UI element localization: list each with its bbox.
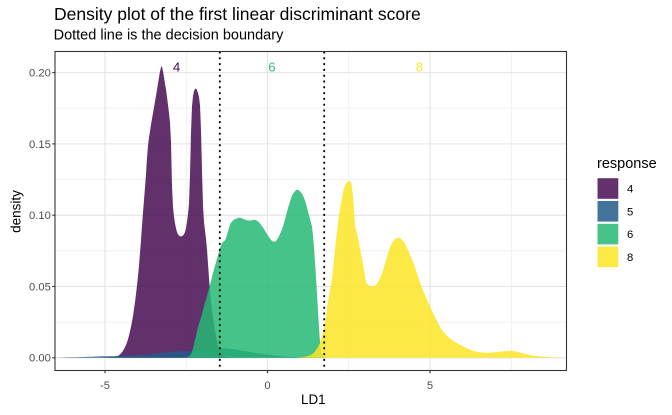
svg-text:4: 4 [173, 59, 180, 74]
svg-text:8: 8 [627, 252, 633, 264]
svg-text:0.15: 0.15 [29, 139, 51, 151]
svg-text:0.20: 0.20 [29, 68, 51, 80]
svg-text:0.05: 0.05 [29, 281, 51, 293]
svg-text:-5: -5 [100, 380, 110, 392]
svg-text:0.00: 0.00 [29, 353, 51, 365]
svg-text:response: response [597, 156, 657, 172]
svg-text:8: 8 [416, 59, 423, 74]
svg-text:0: 0 [264, 380, 270, 392]
svg-text:Dotted line is the decision bo: Dotted line is the decision boundary [54, 28, 284, 44]
svg-text:6: 6 [627, 229, 633, 241]
svg-text:LD1: LD1 [301, 392, 326, 407]
svg-text:5: 5 [427, 380, 433, 392]
svg-text:density: density [8, 190, 23, 233]
svg-text:5: 5 [627, 206, 633, 218]
svg-text:6: 6 [268, 59, 275, 74]
svg-text:Density plot of the first line: Density plot of the first linear discrim… [54, 4, 421, 24]
svg-text:0.10: 0.10 [29, 210, 51, 222]
svg-text:4: 4 [627, 184, 633, 196]
